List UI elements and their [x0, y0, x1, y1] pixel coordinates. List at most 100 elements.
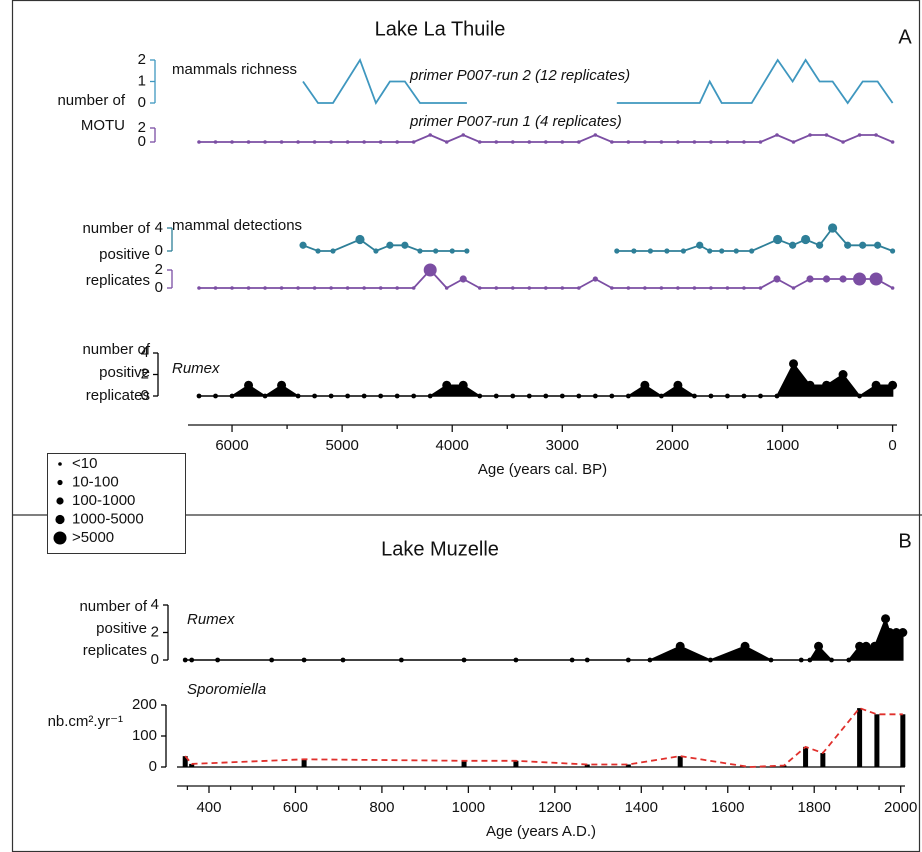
bar — [625, 764, 631, 767]
bar — [857, 708, 863, 767]
track-label: Rumex — [187, 611, 235, 628]
marker — [560, 140, 565, 144]
marker — [725, 286, 730, 290]
marker — [659, 393, 664, 399]
marker — [592, 393, 598, 399]
y-tick-label: 0 — [141, 387, 149, 404]
y-tick-label: 2 — [138, 51, 146, 68]
bar — [182, 756, 188, 767]
y-axis-label: number of — [82, 341, 150, 358]
marker — [362, 140, 366, 144]
marker — [312, 286, 317, 290]
marker — [411, 286, 416, 290]
marker — [829, 657, 834, 663]
marker — [312, 140, 317, 144]
y-tick-label: 0 — [138, 94, 146, 111]
y-tick-label: 2 — [155, 261, 163, 278]
marker — [773, 234, 783, 245]
marker — [610, 140, 614, 144]
marker — [631, 248, 637, 254]
marker — [869, 272, 883, 286]
x-tick-label: 800 — [369, 799, 394, 816]
marker — [696, 241, 704, 249]
series-name: primer P007-run 2 (12 replicates) — [409, 67, 630, 84]
marker — [299, 241, 307, 249]
marker — [593, 133, 598, 137]
panel-title: Lake La Thuile — [375, 18, 506, 40]
marker — [577, 286, 581, 290]
marker — [643, 140, 647, 144]
marker — [312, 393, 318, 399]
marker — [458, 380, 468, 390]
marker — [814, 641, 824, 651]
marker — [427, 393, 433, 399]
marker — [395, 140, 399, 144]
y-tick-label: 0 — [151, 651, 159, 668]
x-tick-label: 1200 — [538, 799, 571, 816]
legend-label: 1000-5000 — [72, 510, 144, 527]
marker — [742, 286, 746, 290]
marker — [647, 248, 653, 254]
marker — [229, 393, 235, 399]
marker — [647, 657, 653, 663]
marker — [741, 393, 747, 399]
marker — [742, 140, 746, 144]
track-label: mammal detections — [172, 217, 302, 234]
marker — [659, 140, 664, 144]
y-tick-label: 100 — [132, 727, 157, 744]
x-axis-label: Age (years cal. BP) — [478, 461, 607, 478]
y-axis-label: positive — [99, 364, 150, 381]
y-axis-label: number of — [82, 220, 150, 237]
panel-letter: B — [898, 530, 911, 552]
marker — [626, 140, 631, 144]
marker — [340, 657, 346, 663]
marker — [230, 286, 234, 290]
legend-marker — [56, 497, 64, 505]
marker — [673, 380, 683, 390]
marker — [791, 140, 796, 144]
x-tick-label: 4000 — [436, 437, 469, 454]
marker — [773, 275, 781, 283]
marker — [664, 248, 670, 254]
x-tick-label: 1600 — [711, 799, 744, 816]
marker — [625, 657, 631, 663]
marker — [513, 657, 519, 663]
marker — [459, 275, 467, 283]
y-tick-label: 1 — [138, 72, 146, 89]
marker — [444, 140, 449, 144]
bar — [820, 753, 826, 767]
marker — [510, 393, 516, 399]
marker — [577, 140, 581, 144]
marker — [395, 286, 399, 290]
x-tick-label: 1800 — [798, 799, 831, 816]
marker — [758, 140, 763, 144]
trend-line — [184, 707, 903, 768]
marker — [464, 248, 470, 254]
marker — [692, 140, 697, 144]
marker — [263, 140, 267, 144]
marker — [888, 380, 898, 390]
marker — [296, 140, 300, 144]
marker — [279, 140, 284, 144]
marker — [709, 286, 713, 290]
marker — [246, 140, 251, 144]
series-name: primer P007-run 1 (4 replicates) — [409, 113, 622, 130]
x-tick-label: 1000 — [766, 437, 799, 454]
marker — [527, 140, 532, 144]
marker — [857, 133, 862, 137]
marker — [675, 641, 685, 651]
marker — [798, 657, 804, 663]
marker — [889, 248, 896, 254]
marker — [526, 393, 532, 399]
marker — [808, 133, 812, 137]
marker — [449, 248, 455, 254]
marker — [881, 614, 891, 624]
y-tick-label: 2 — [138, 119, 146, 136]
marker — [398, 657, 404, 663]
marker — [378, 393, 384, 399]
y-axis-label: replicates — [83, 642, 147, 659]
marker — [279, 286, 284, 290]
marker — [801, 234, 811, 245]
marker — [890, 286, 895, 290]
marker — [373, 248, 379, 254]
